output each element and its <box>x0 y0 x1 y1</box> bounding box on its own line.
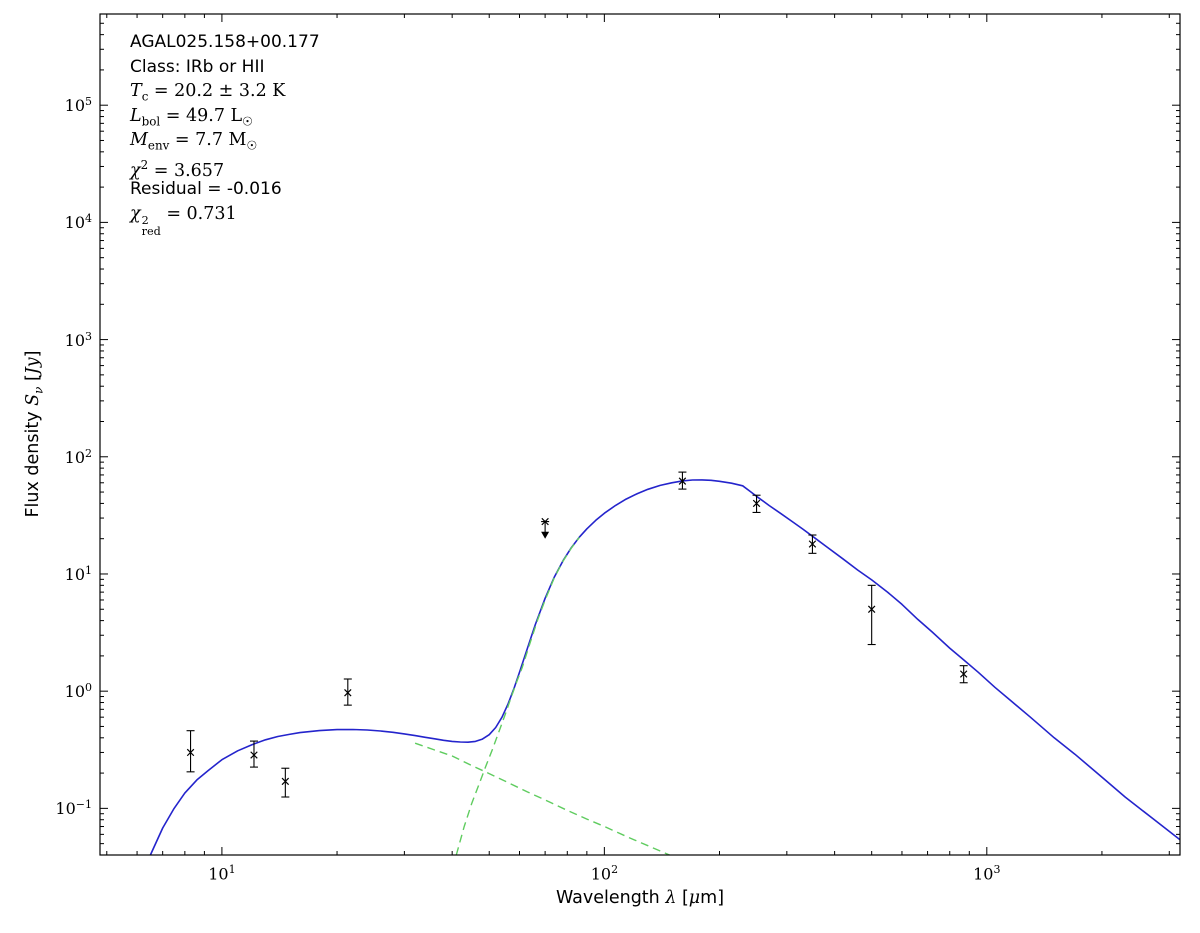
text-run: = 7.7 M <box>169 130 247 150</box>
text-run: env <box>147 138 170 153</box>
arrow-head <box>541 531 550 539</box>
x-marker <box>678 477 687 485</box>
observation-point <box>959 665 968 684</box>
text-run: Residual = -0.016 <box>130 179 282 199</box>
text-run: Class: IRb or HII <box>130 56 265 77</box>
x-marker <box>186 748 195 757</box>
text-run: 2 <box>140 157 149 172</box>
text-run: ☉ <box>246 138 258 153</box>
text-run: = 3.657 <box>148 160 225 181</box>
observation-point <box>867 584 876 646</box>
x-axis-label: Wavelength λ [μm] <box>556 888 724 908</box>
y-axis-label: Flux density Sν [Jy] <box>23 350 46 517</box>
text-run: μ <box>688 888 701 908</box>
curve-model-warm-component <box>414 742 670 856</box>
x-tick-label: 102 <box>590 863 619 884</box>
text-run: Jy <box>22 357 43 375</box>
observation-point <box>281 767 290 798</box>
y-tick-label: 102 <box>64 446 92 467</box>
text-run: = 49.7 L <box>160 105 243 126</box>
x-marker <box>959 670 968 678</box>
observation-point <box>186 730 195 773</box>
source-name: AGAL025.158+00.177 <box>130 30 320 55</box>
text-run: bol <box>141 114 161 128</box>
text-run: Wavelength <box>555 888 666 908</box>
axes-frame <box>99 13 1181 856</box>
stack-sup: 2 <box>141 213 149 227</box>
text-run: M <box>130 130 148 150</box>
residual-line: Residual = -0.016 <box>130 177 320 202</box>
text-run: ☉ <box>242 114 253 128</box>
x-marker <box>344 688 352 697</box>
text-run: AGAL025.158+00.177 <box>130 32 320 52</box>
x-marker <box>752 499 761 508</box>
y-tick-label: 100 <box>64 681 92 702</box>
chi2red-line: χ 2 red = 0.731 <box>130 202 320 237</box>
text-run: = 0.731 <box>160 203 237 224</box>
y-tick-label: 101 <box>64 563 92 585</box>
curve-model-cold-component <box>455 536 580 856</box>
text-run: m] <box>700 888 725 908</box>
y-tick-label: 104 <box>64 212 92 233</box>
text-run: Flux density <box>22 405 43 518</box>
text-run: λ <box>665 888 677 908</box>
chi2-line: χ2 = 3.657 <box>130 153 320 181</box>
x-marker <box>808 540 817 548</box>
curve-model-total <box>149 479 1181 856</box>
observation-point <box>343 678 352 706</box>
x-marker <box>250 751 258 759</box>
y-tick-label: 103 <box>64 329 92 350</box>
text-run: S <box>22 393 43 406</box>
text-run: T <box>130 81 142 101</box>
x-tick-label: 101 <box>208 863 236 884</box>
text-run: χ <box>130 203 141 224</box>
mass-line: Menv = 7.7 M☉ <box>130 128 320 153</box>
fit-annotation-block: AGAL025.158+00.177 Class: IRb or HII Tc = … <box>130 30 320 237</box>
temperature-line: Tc = 20.2 ± 3.2 K <box>130 79 320 104</box>
luminosity-line: Lbol = 49.7 L☉ <box>130 104 320 129</box>
x-marker <box>867 605 876 613</box>
text-run: χ <box>130 160 141 181</box>
class-line: Class: IRb or HII <box>130 55 320 80</box>
text-run: L <box>130 105 142 126</box>
observation-point <box>808 534 817 554</box>
text-run: = 20.2 ± 3.2 K <box>148 81 286 101</box>
x-tick-label: 103 <box>973 863 1001 884</box>
text-run: [ <box>22 374 43 387</box>
stack-sub: red <box>141 224 161 238</box>
sup-sub-stack: 2 red <box>141 213 161 238</box>
text-run: [ <box>676 888 689 908</box>
text-run: ν <box>31 386 46 394</box>
observation-point <box>249 740 258 768</box>
y-tick-label: 10−1 <box>55 798 92 819</box>
observation-point <box>678 471 687 490</box>
upper-limit-point <box>541 517 550 539</box>
observation-point <box>752 494 761 513</box>
text-run: ] <box>22 350 43 358</box>
x-marker <box>281 777 290 786</box>
text-run: c <box>141 89 149 104</box>
y-tick-label: 105 <box>64 95 92 116</box>
